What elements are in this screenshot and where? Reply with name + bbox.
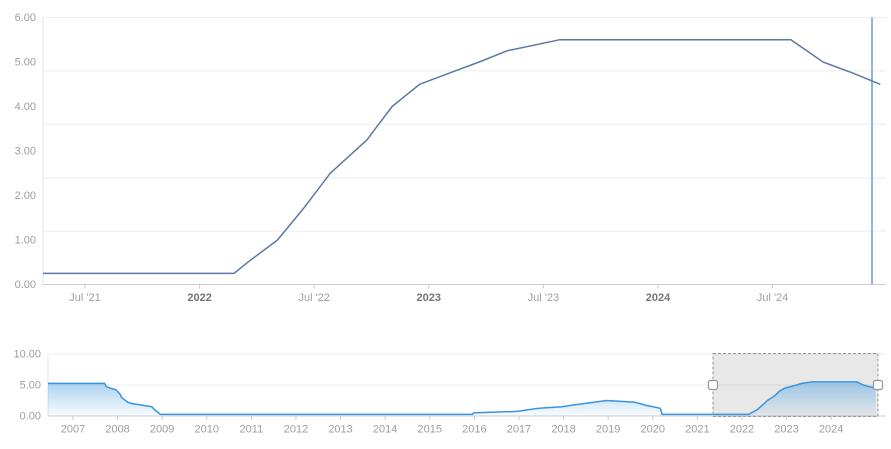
main-x-axis-label: Jul '22 (298, 292, 329, 304)
navigator-track[interactable] (48, 354, 886, 416)
main-chart: 6.00 5.00 4.00 3.00 2.00 1.00 0.00 Jul '21 2022 J… (15, 12, 886, 304)
main-plot-area[interactable] (43, 18, 886, 285)
navigator-series-line (48, 381, 876, 416)
navigator-x-axis-label: 2014 (373, 424, 397, 436)
main-y-axis-label: 0.00 (15, 279, 36, 291)
main-x-axis-label: 2024 (646, 292, 671, 304)
main-series-line (43, 39, 881, 275)
navigator-area-fill (48, 381, 876, 416)
main-y-axis-label: 6.00 (15, 12, 36, 24)
navigator-x-axis-label: 2012 (284, 424, 308, 436)
navigator-x-axis-label: 2010 (195, 424, 219, 436)
main-y-axis-label: 5.00 (15, 57, 36, 69)
navigator-x-axis-label: 2024 (819, 424, 843, 436)
navigator: 10.00 5.00 0.00 2007 2008 2009 2010 2011 2012 201… (13, 349, 886, 436)
main-y-axis-label: 4.00 (15, 101, 36, 113)
main-y-axis-label: 3.00 (15, 146, 36, 158)
navigator-x-axis-label: 2018 (551, 424, 575, 436)
navigator-x-axis-label: 2015 (418, 424, 442, 436)
navigator-x-axis-label: 2008 (105, 424, 129, 436)
navigator-y-axis-label: 0.00 (20, 411, 41, 423)
navigator-x-axis-label: 2009 (150, 424, 174, 436)
main-x-axis-label: 2022 (187, 292, 211, 304)
navigator-y-axis-label: 10.00 (13, 349, 41, 361)
navigator-x-axis-label: 2019 (596, 424, 620, 436)
navigator-x-axis-label: 2020 (641, 424, 665, 436)
main-x-axis-label: Jul '23 (528, 292, 559, 304)
navigator-left-handle[interactable] (707, 379, 719, 391)
navigator-x-axis-label: 2013 (328, 424, 352, 436)
navigator-x-axis-label: 2007 (61, 424, 85, 436)
navigator-x-axis-label: 2011 (240, 424, 264, 436)
navigator-x-axis-label: 2022 (730, 424, 754, 436)
navigator-x-axis-label: 2023 (774, 424, 798, 436)
navigator-x-axis-label: 2016 (462, 424, 486, 436)
main-y-axis-label: 1.00 (15, 235, 36, 247)
navigator-y-axis-label: 5.00 (20, 380, 41, 392)
main-x-axis-label: Jul '24 (757, 292, 788, 304)
navigator-right-handle[interactable] (872, 379, 884, 391)
main-x-axis-label: Jul '21 (69, 292, 100, 304)
navigator-x-axis-label: 2017 (507, 424, 531, 436)
navigator-x-axis-label: 2021 (685, 424, 709, 436)
main-x-axis-label: 2023 (417, 292, 441, 304)
main-y-axis-label: 2.00 (15, 190, 36, 202)
